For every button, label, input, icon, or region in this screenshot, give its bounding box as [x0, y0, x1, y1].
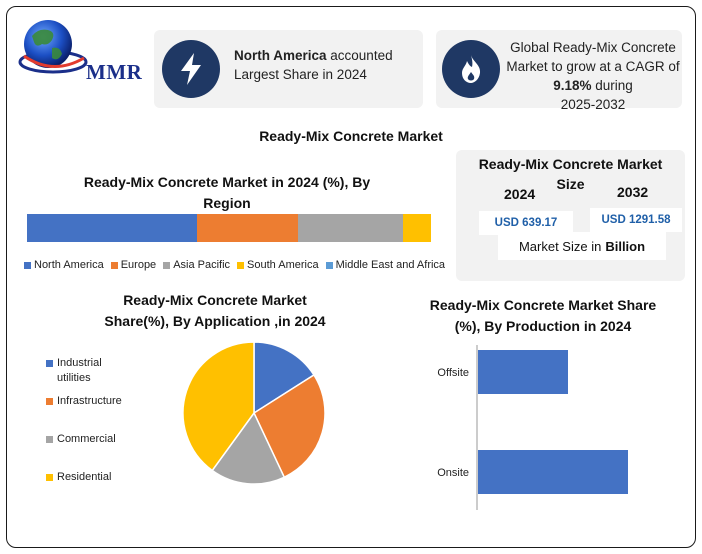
legend-swatch: [24, 261, 31, 269]
legend-swatch: [325, 261, 333, 269]
application-chart-title: Ready-Mix Concrete Market Share(%), By Ap…: [104, 292, 326, 329]
legend-label: Commercial: [57, 433, 116, 445]
legend-item-residential: Residential: [46, 470, 146, 485]
mmr-logo: MMR: [18, 16, 148, 86]
globe-icon: [18, 20, 88, 74]
legend-label: South America: [247, 259, 319, 271]
north-america-card: North America accounted Largest Share in…: [154, 30, 423, 108]
pie-slice-residential: [182, 341, 255, 472]
legend-item-asia-pacific: Asia Pacific: [163, 259, 230, 271]
region-bar-segment-south-america: [402, 214, 431, 242]
legend-item-industrial-utilities: Industrial utilities: [46, 356, 146, 386]
region-legend: North America Europe Asia Pacific South Ame…: [24, 259, 446, 271]
legend-label: Industrial utilities: [57, 357, 102, 384]
production-category-label: Offsite: [437, 367, 469, 379]
pie-slice-infrastructure: [253, 373, 326, 479]
legend-item-middle-east-and-africa: Middle East and Africa: [325, 259, 446, 271]
legend-item-south-america: South America: [237, 259, 319, 271]
pie-slice-commercial: [211, 411, 286, 485]
legend-label: Asia Pacific: [173, 259, 231, 271]
region-bar-segment-asia-pacific: [297, 214, 403, 242]
production-category-label: Onsite: [437, 467, 469, 479]
legend-swatch: [46, 436, 53, 443]
legend-item-commercial: Commercial: [46, 432, 146, 447]
legend-label: Infrastructure: [57, 395, 122, 407]
cagr-card: Global Ready-Mix Concrete Market to grow…: [436, 30, 682, 112]
legend-swatch: [46, 398, 53, 405]
region-bar-segment-north-america: [27, 214, 197, 242]
region-chart-title: Ready-Mix Concrete Market in 2024 (%), B…: [83, 174, 371, 211]
legend-label: Middle East and Africa: [335, 259, 446, 271]
legend-swatch: [46, 474, 53, 481]
value-2024: USD 639.17: [479, 211, 573, 235]
main-title: Ready-Mix Concrete Market: [259, 128, 443, 144]
legend-label: Residential: [57, 471, 112, 483]
flame-icon: [442, 40, 500, 98]
legend-swatch: [46, 360, 53, 367]
year-2024: 2024: [504, 186, 536, 202]
legend-label: Europe: [120, 259, 157, 271]
north-america-text: North America accounted Largest Share in…: [234, 48, 393, 82]
legend-swatch: [237, 261, 245, 269]
production-bar-offsite: [478, 350, 568, 394]
lightning-bolt-icon: [162, 40, 220, 98]
legend-item-north-america: North America: [24, 259, 104, 271]
market-size-panel: Ready-Mix Concrete Market Size 2024 2032 …: [456, 150, 685, 281]
production-bar-onsite: [478, 450, 628, 494]
market-size-title: Ready-Mix Concrete Market Size: [478, 156, 663, 192]
value-2032: USD 1291.58: [590, 208, 682, 232]
production-chart-title: Ready-Mix Concrete Market Share (%), By P…: [429, 297, 657, 334]
application-pie-chart: [182, 341, 326, 485]
legend-item-infrastructure: Infrastructure: [46, 394, 146, 409]
production-bar-chart: Offsite Onsite: [437, 345, 628, 510]
pie-slice-industrial-utilities: [253, 341, 315, 415]
logo-text: MMR: [86, 60, 143, 84]
legend-swatch: [110, 261, 118, 269]
cagr-text: Global Ready-Mix Concrete Market to grow…: [506, 40, 680, 112]
legend-label: North America: [34, 259, 104, 271]
year-2032: 2032: [617, 184, 649, 200]
legend-item-europe: Europe: [110, 259, 157, 271]
region-stacked-bar: [27, 214, 431, 242]
legend-swatch: [163, 261, 171, 269]
region-bar-segment-europe: [196, 214, 298, 242]
market-size-footer: Market Size in Billion: [498, 232, 666, 260]
